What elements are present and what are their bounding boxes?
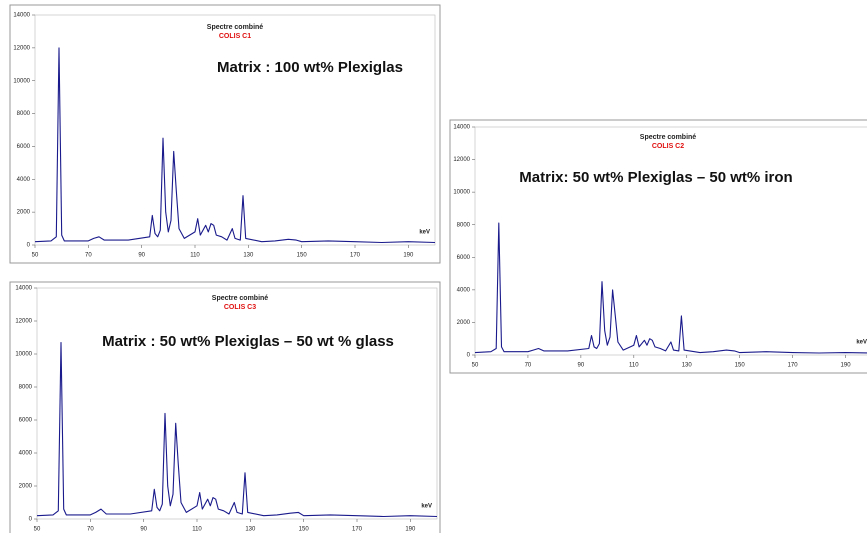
plot-area [36,287,438,520]
y-tick-label: 2000 [17,210,31,216]
y-tick-label: 2000 [457,320,471,326]
chart-frame [449,119,867,374]
y-tick-label: 0 [467,353,471,359]
x-tick-label: 110 [192,527,202,533]
x-tick-label: 70 [85,253,92,259]
y-tick-label: 14000 [453,125,470,131]
spectrum-line [34,47,436,244]
y-tick-label: 14000 [13,13,30,19]
chart-frame [9,4,441,264]
y-tick-label: 10000 [15,352,32,358]
x-tick-label: 110 [190,253,200,259]
y-tick-label: 14000 [15,286,32,292]
y-tick-label: 4000 [457,287,471,293]
x-tick-label: 190 [405,527,416,533]
spectrum-line [474,222,867,354]
x-axis-label: keV [421,504,432,510]
x-tick-label: 190 [403,253,414,259]
x-tick-label: 130 [245,527,256,533]
x-tick-label: 90 [140,527,147,533]
y-tick-label: 2000 [19,484,33,490]
y-tick-label: 8000 [19,385,33,391]
x-tick-label: 190 [841,363,852,369]
y-tick-label: 8000 [457,222,471,228]
x-tick-label: 70 [87,527,94,533]
x-tick-label: 150 [735,363,746,369]
x-tick-label: 130 [682,363,693,369]
spectrum-line [36,341,438,518]
y-tick-label: 12000 [453,157,470,163]
x-tick-label: 50 [34,527,41,533]
y-tick-label: 10000 [453,190,470,196]
chart-title: Spectre combiné [207,24,264,31]
y-tick-label: 0 [29,517,33,523]
chart-subtitle: COLIS C2 [652,143,684,150]
x-tick-label: 90 [578,363,585,369]
y-tick-label: 12000 [13,45,30,51]
annotation: Matrix: 50 wt% Plexiglas – 50 wt% iron [519,169,792,186]
x-tick-label: 110 [629,363,639,369]
x-tick-label: 170 [350,253,361,259]
x-tick-label: 50 [472,363,479,369]
chart-title: Spectre combiné [212,295,269,302]
y-tick-label: 10000 [13,78,30,84]
y-tick-label: 12000 [15,319,32,325]
y-tick-label: 0 [27,243,31,249]
y-tick-label: 8000 [17,111,31,117]
x-tick-label: 130 [243,253,254,259]
y-tick-label: 4000 [19,451,33,457]
x-tick-label: 50 [32,253,39,259]
plot-area [34,14,436,246]
annotation: Matrix : 100 wt% Plexiglas [217,59,403,76]
chart-title: Spectre combiné [640,134,697,141]
x-axis-label: keV [419,230,430,236]
plot-area [474,126,867,356]
x-tick-label: 150 [297,253,308,259]
x-axis-label: keV [856,340,867,346]
x-tick-label: 170 [352,527,363,533]
y-tick-label: 6000 [457,255,471,261]
x-tick-label: 90 [138,253,145,259]
chart-frame [9,281,441,533]
x-tick-label: 170 [788,363,799,369]
annotation: Matrix : 50 wt% Plexiglas – 50 wt % glas… [102,333,394,350]
y-tick-label: 6000 [19,418,33,424]
x-tick-label: 70 [525,363,532,369]
y-tick-label: 4000 [17,177,31,183]
chart-subtitle: COLIS C3 [224,304,256,311]
chart-subtitle: COLIS C1 [219,33,251,40]
y-tick-label: 6000 [17,144,31,150]
x-tick-label: 150 [299,527,310,533]
